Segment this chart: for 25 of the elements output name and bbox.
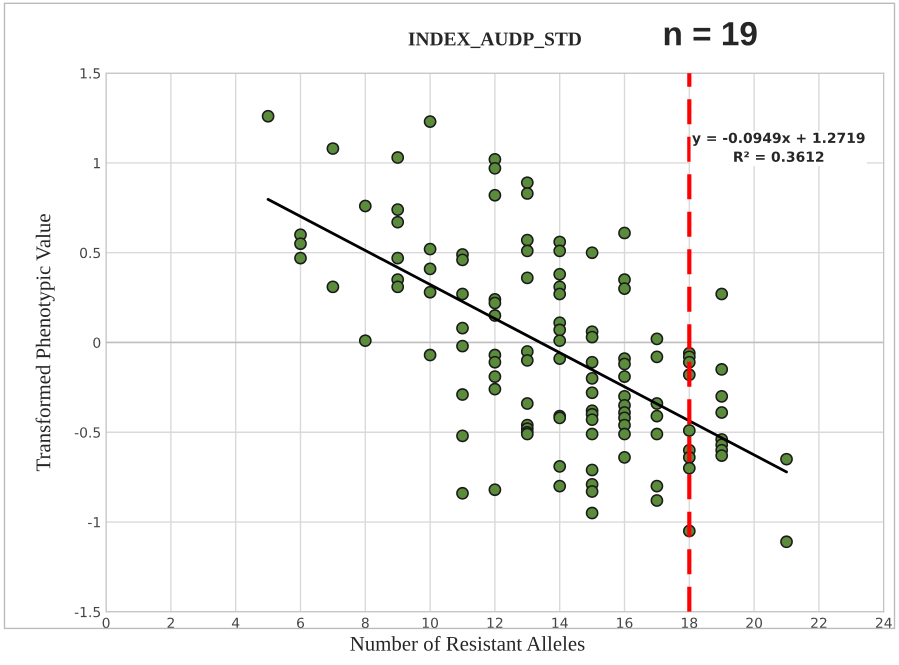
x-tick-label: 14	[552, 618, 568, 628]
text: n = 19	[664, 22, 757, 46]
annotation: y = -0.0949x + 1.2719 R² = 0.3612	[692, 132, 865, 162]
x-tick-label: 16	[617, 618, 632, 628]
y-tick-label: 1.5	[80, 68, 100, 79]
x-tick-label: 6	[297, 618, 304, 628]
x-tick-label: 22	[811, 618, 826, 628]
x-axis-title: Number of Resistant Alleles	[350, 636, 584, 651]
y-tick-label: -1.5	[74, 606, 100, 618]
x-tick-label: 2	[167, 618, 174, 628]
y-tick-label: -0.5	[74, 427, 100, 438]
x-tick-label: 0	[102, 618, 110, 628]
x-tick-label: 24	[876, 618, 892, 628]
y-tick-label: 0	[93, 337, 100, 348]
x-tick-label: 4	[232, 618, 240, 628]
x-tick-label: 8	[362, 618, 369, 628]
y-tick-label: 0.5	[80, 248, 100, 258]
y-tick-label: -1	[88, 517, 100, 528]
y-axis-title: Transformed Phenotypic Value	[36, 214, 55, 472]
x-tick-label: 10	[422, 618, 438, 628]
x-tick-label: 20	[746, 618, 762, 628]
chart-title: INDEX_AUDP_STD	[408, 32, 581, 48]
y-tick-label: 1	[94, 158, 100, 168]
x-tick-label: 12	[488, 618, 502, 628]
x-tick-label: 18	[682, 618, 698, 628]
